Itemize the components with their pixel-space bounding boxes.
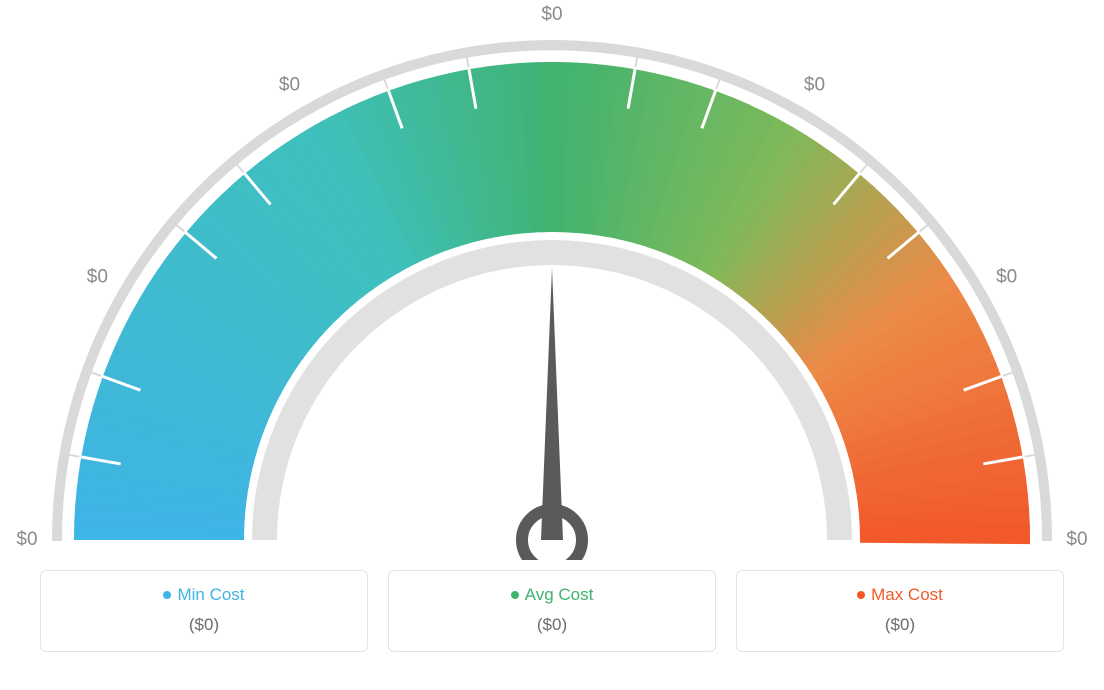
gauge-tick-label: $0 [996,267,1017,288]
gauge-tick-label: $0 [1066,529,1087,550]
legend-avg-label: Avg Cost [525,585,594,604]
gauge-needle [541,268,563,540]
legend-min-title: Min Cost [51,585,357,605]
gauge-chart: $0 $0 $0 $0 $0 $0 $0 [0,0,1104,560]
legend-min-label: Min Cost [177,585,244,604]
legend-card-min: Min Cost ($0) [40,570,368,652]
gauge-tick-label: $0 [804,74,825,95]
legend-card-avg: Avg Cost ($0) [388,570,716,652]
legend-max-title: Max Cost [747,585,1053,605]
legend-avg-dot-icon [511,591,519,599]
gauge-tick-label: $0 [87,267,108,288]
legend-max-dot-icon [857,591,865,599]
legend-min-dot-icon [163,591,171,599]
gauge-tick-label: $0 [279,74,300,95]
legend-min-value: ($0) [51,615,357,635]
legend-avg-title: Avg Cost [399,585,705,605]
legend-row: Min Cost ($0) Avg Cost ($0) Max Cost ($0… [0,570,1104,652]
gauge-tick-label: $0 [541,4,562,25]
legend-max-label: Max Cost [871,585,943,604]
legend-card-max: Max Cost ($0) [736,570,1064,652]
legend-avg-value: ($0) [399,615,705,635]
legend-max-value: ($0) [747,615,1053,635]
gauge-tick-label: $0 [16,529,37,550]
